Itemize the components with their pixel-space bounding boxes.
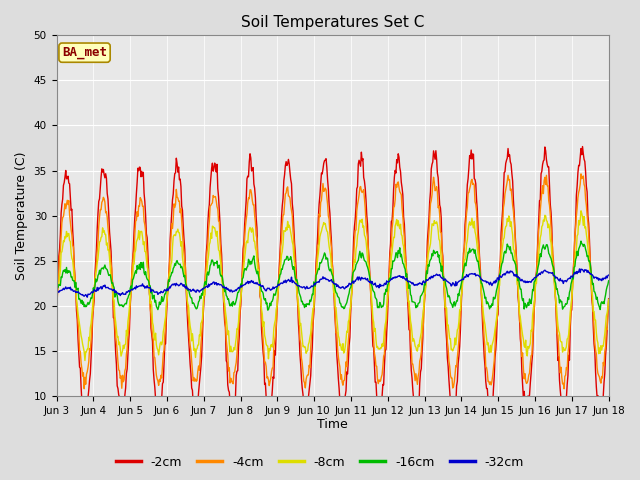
X-axis label: Time: Time — [317, 419, 348, 432]
Text: BA_met: BA_met — [62, 46, 107, 59]
Y-axis label: Soil Temperature (C): Soil Temperature (C) — [15, 151, 28, 280]
Legend: -2cm, -4cm, -8cm, -16cm, -32cm: -2cm, -4cm, -8cm, -16cm, -32cm — [111, 451, 529, 474]
Title: Soil Temperatures Set C: Soil Temperatures Set C — [241, 15, 424, 30]
